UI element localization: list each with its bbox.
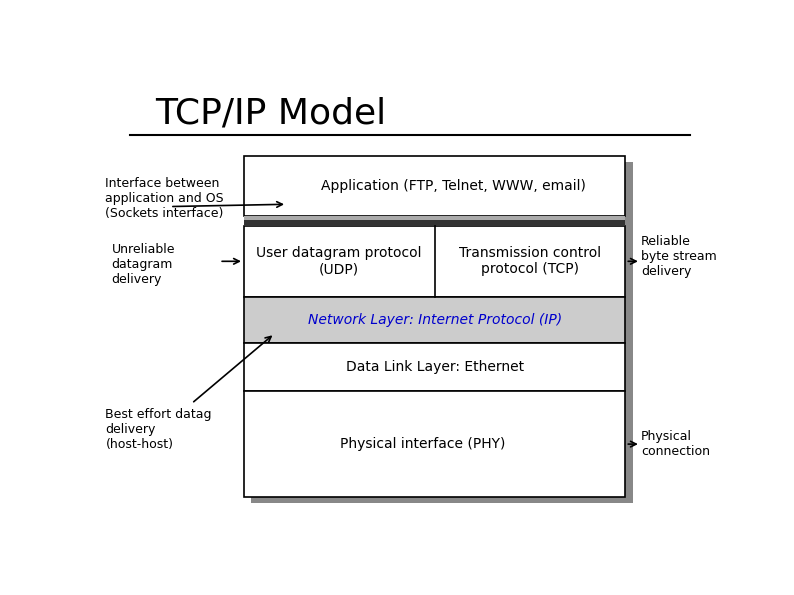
Text: TCP/IP Model: TCP/IP Model — [155, 96, 386, 130]
Text: Interface between
application and OS
(Sockets interface): Interface between application and OS (So… — [106, 177, 224, 220]
Text: Reliable
byte stream
delivery: Reliable byte stream delivery — [641, 235, 716, 278]
Bar — [244, 220, 626, 226]
Text: Application (FTP, Telnet, WWW, email): Application (FTP, Telnet, WWW, email) — [322, 179, 586, 193]
Text: Physical interface (PHY): Physical interface (PHY) — [341, 437, 506, 451]
Bar — [244, 297, 626, 343]
Bar — [244, 226, 626, 297]
Bar — [244, 391, 626, 497]
Text: Data Link Layer: Ethernet: Data Link Layer: Ethernet — [345, 360, 524, 374]
Bar — [244, 343, 626, 391]
Text: Transmission control
protocol (TCP): Transmission control protocol (TCP) — [459, 246, 601, 277]
Text: Physical
connection: Physical connection — [641, 430, 710, 458]
Bar — [244, 216, 626, 220]
Text: Best effort datag
delivery
(host-host): Best effort datag delivery (host-host) — [106, 408, 212, 451]
Bar — [251, 162, 633, 503]
Text: Network Layer: Internet Protocol (IP): Network Layer: Internet Protocol (IP) — [307, 313, 561, 327]
Text: User datagram protocol
(UDP): User datagram protocol (UDP) — [256, 246, 422, 277]
Bar — [244, 156, 626, 216]
Text: Unreliable
datagram
delivery: Unreliable datagram delivery — [111, 243, 175, 286]
